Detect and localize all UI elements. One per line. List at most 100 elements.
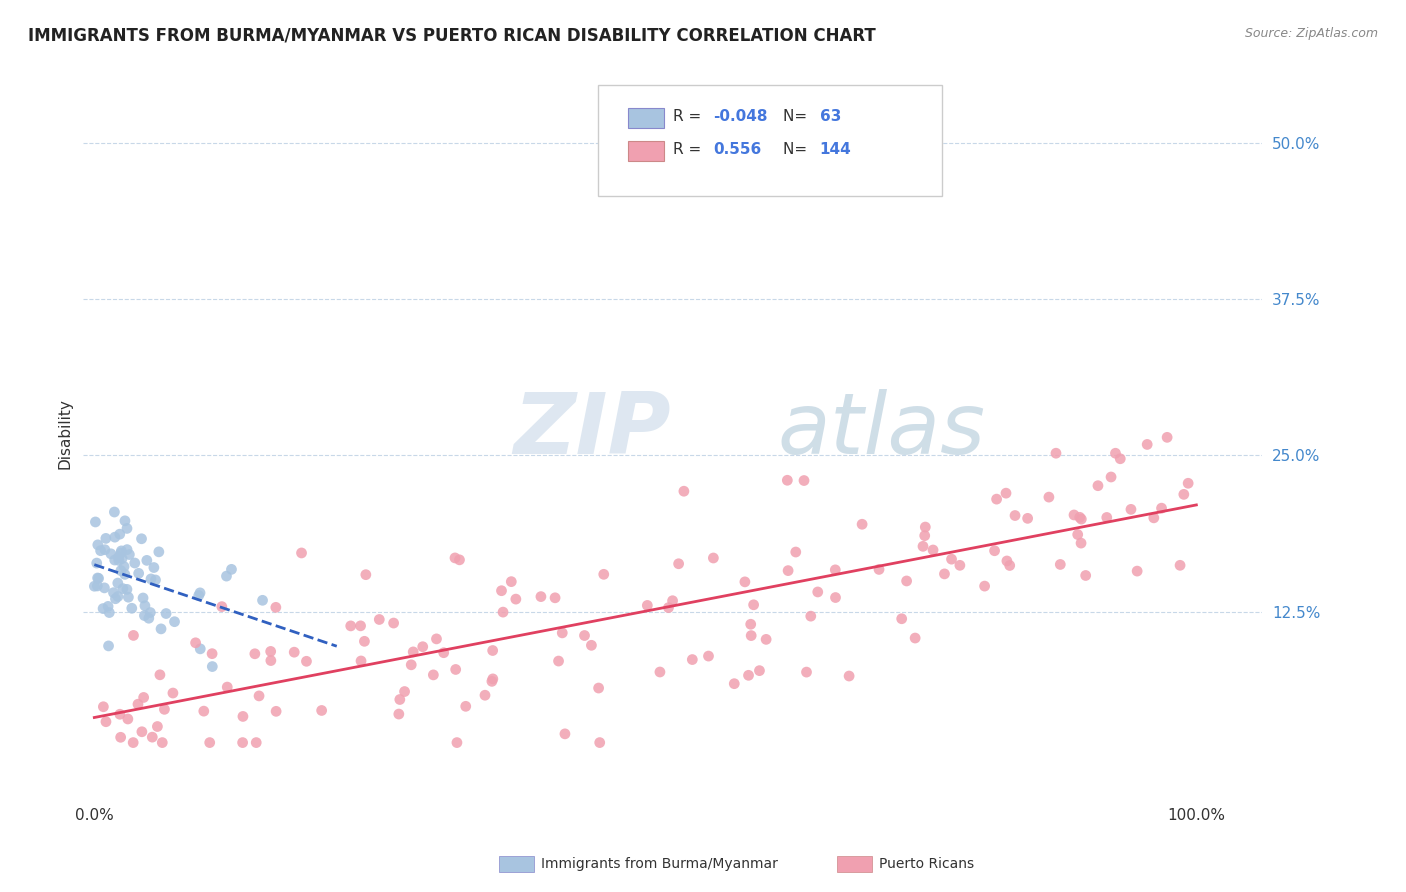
Point — [118, 548, 141, 562]
Point — [807, 585, 830, 599]
Point — [672, 484, 695, 499]
Point — [107, 550, 129, 565]
Point — [162, 686, 184, 700]
Text: 63: 63 — [820, 110, 841, 124]
Point — [995, 554, 1018, 568]
Point — [588, 681, 610, 695]
Point — [188, 641, 211, 656]
Point — [127, 697, 149, 711]
Point — [110, 564, 132, 578]
Point — [115, 582, 138, 597]
Point — [824, 563, 846, 577]
Point — [868, 562, 890, 576]
Point — [1104, 446, 1126, 460]
Point — [153, 702, 176, 716]
Point — [211, 599, 233, 614]
Text: IMMIGRANTS FROM BURMA/MYANMAR VS PUERTO RICAN DISABILITY CORRELATION CHART: IMMIGRANTS FROM BURMA/MYANMAR VS PUERTO … — [28, 27, 876, 45]
Point — [93, 581, 115, 595]
Text: 144: 144 — [820, 143, 852, 157]
Point — [135, 553, 157, 567]
Point — [474, 688, 496, 702]
Point — [388, 692, 411, 706]
Point — [295, 654, 318, 668]
Point — [1109, 451, 1132, 466]
Point — [740, 629, 762, 643]
Point — [973, 579, 995, 593]
Point — [911, 539, 934, 553]
Point — [350, 654, 373, 668]
Point — [402, 645, 425, 659]
Point — [87, 571, 110, 585]
Point — [283, 645, 305, 659]
Point — [94, 542, 117, 557]
Point — [198, 735, 221, 749]
Text: Source: ZipAtlas.com: Source: ZipAtlas.com — [1244, 27, 1378, 40]
Point — [163, 615, 186, 629]
Point — [128, 566, 150, 581]
Point — [785, 545, 807, 559]
Point — [1067, 527, 1090, 541]
Point — [1074, 568, 1097, 582]
Point — [201, 659, 224, 673]
Text: Puerto Ricans: Puerto Ricans — [879, 857, 974, 871]
Text: 0.556: 0.556 — [713, 143, 761, 157]
Point — [941, 552, 963, 566]
Point — [117, 591, 139, 605]
Point — [1004, 508, 1026, 523]
Point — [554, 727, 576, 741]
Point — [100, 547, 122, 561]
Point — [98, 606, 121, 620]
Point — [117, 712, 139, 726]
Point — [84, 515, 107, 529]
Point — [104, 530, 127, 544]
Point — [91, 601, 114, 615]
Point — [444, 663, 467, 677]
Point — [131, 724, 153, 739]
Point — [851, 517, 873, 532]
Point — [148, 545, 170, 559]
Point — [796, 665, 818, 679]
Point — [1063, 508, 1085, 522]
Point — [122, 628, 145, 642]
Point — [121, 601, 143, 615]
Point — [492, 605, 515, 619]
Point — [1168, 558, 1191, 573]
Point — [93, 699, 115, 714]
Point — [114, 567, 136, 582]
Point — [740, 617, 762, 632]
Point — [723, 676, 745, 690]
Point — [245, 735, 267, 749]
Point — [778, 564, 800, 578]
Point — [986, 492, 1008, 507]
Point — [193, 704, 215, 718]
Point — [87, 538, 110, 552]
Point — [97, 599, 120, 614]
Point — [264, 704, 287, 718]
Point — [122, 735, 145, 749]
Point — [86, 571, 108, 585]
Text: atlas: atlas — [778, 389, 986, 472]
Point — [187, 589, 209, 603]
Point — [311, 703, 333, 717]
Point — [444, 550, 467, 565]
Point — [904, 631, 927, 645]
Point — [824, 591, 846, 605]
Point — [94, 532, 117, 546]
Point — [1173, 487, 1195, 501]
Point — [111, 551, 134, 566]
Point — [793, 474, 815, 488]
Text: ZIP: ZIP — [513, 389, 671, 472]
Point — [636, 599, 658, 613]
Point — [742, 598, 765, 612]
Point — [1150, 501, 1173, 516]
Point — [890, 612, 912, 626]
Point — [139, 572, 162, 586]
Point — [995, 486, 1018, 500]
Point — [141, 730, 163, 744]
Point — [449, 553, 471, 567]
Point — [107, 576, 129, 591]
Point — [142, 560, 165, 574]
Point — [412, 640, 434, 654]
Point — [114, 514, 136, 528]
Point — [201, 647, 224, 661]
